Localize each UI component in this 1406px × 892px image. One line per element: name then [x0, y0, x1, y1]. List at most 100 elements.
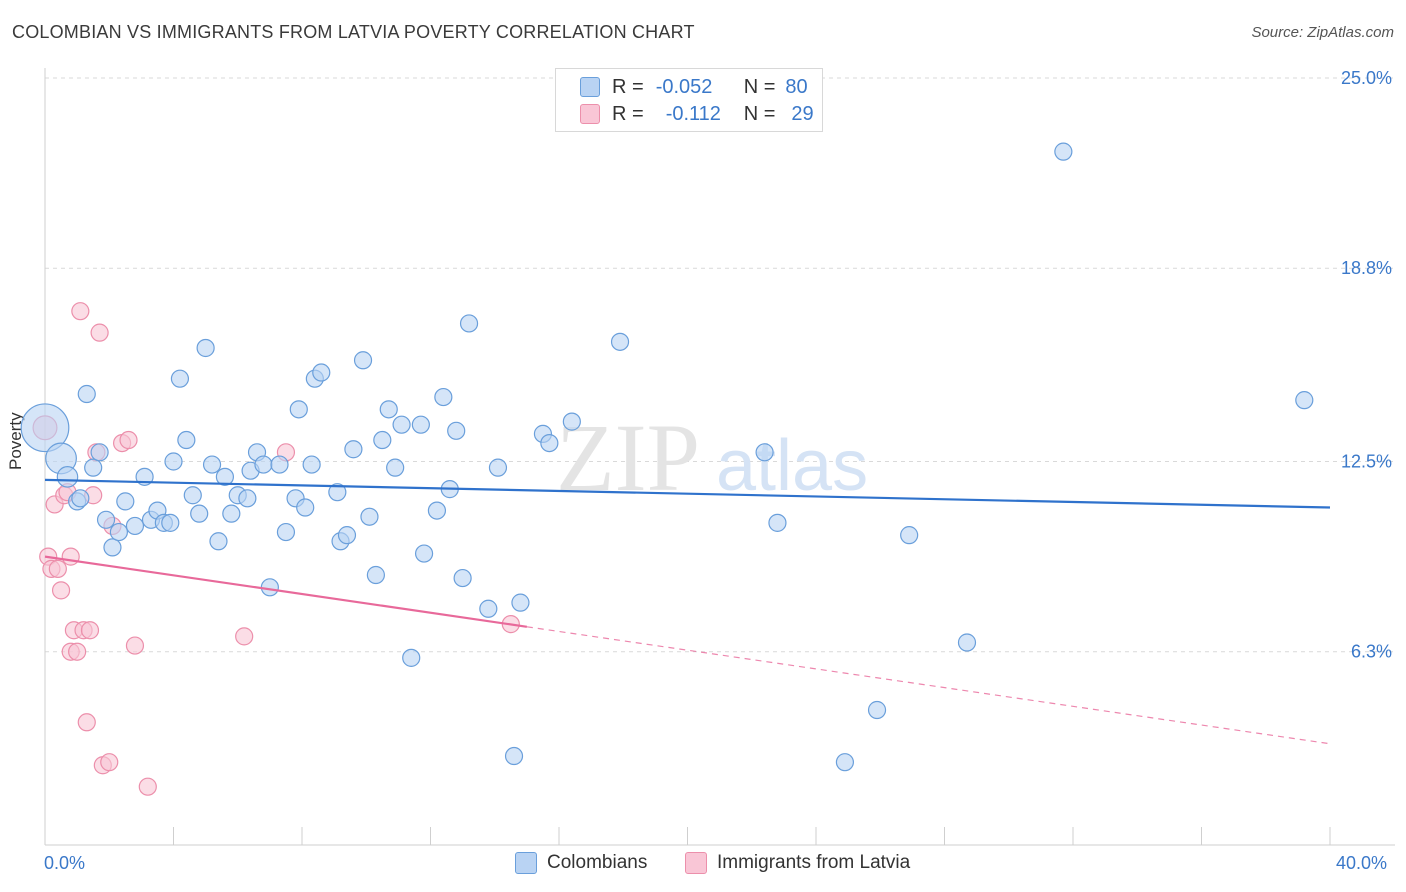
- colombian-point: [511, 593, 530, 612]
- y-tick-label: 25.0%: [1341, 68, 1392, 88]
- latvia-point: [71, 302, 90, 321]
- n-label: N =: [743, 102, 776, 125]
- y-tick-label: 6.3%: [1351, 642, 1392, 662]
- blue-swatch: [580, 77, 600, 97]
- colombian-point: [238, 489, 257, 508]
- colombian-point: [296, 498, 315, 517]
- colombian-point: [116, 492, 135, 511]
- colombian-point: [260, 578, 279, 597]
- colombian-point: [161, 513, 180, 532]
- latvia-point: [125, 636, 145, 655]
- colombian-point: [196, 338, 215, 358]
- pink-swatch: [685, 852, 707, 874]
- r-label: R =: [612, 75, 644, 98]
- colombian-point: [402, 648, 421, 667]
- colombian-point: [479, 599, 498, 618]
- colombian-point: [447, 421, 466, 440]
- colombian-point: [414, 544, 434, 563]
- watermark-atlas: atlas: [716, 426, 868, 506]
- colombian-point: [289, 400, 308, 419]
- colombian-point: [610, 332, 630, 351]
- colombian-point: [84, 458, 103, 477]
- colombian-point: [504, 746, 524, 766]
- colombian-point: [344, 440, 363, 459]
- series-legend: Colombians Immigrants from Latvia: [0, 850, 1406, 880]
- legend-row-latvia: R = -0.112 N = 29: [580, 101, 814, 127]
- colombian-point: [254, 455, 273, 474]
- latvia-point: [68, 642, 87, 661]
- colombian-point: [900, 526, 919, 545]
- pink-swatch: [580, 104, 600, 124]
- y-tick-label: 12.5%: [1341, 452, 1392, 472]
- colombian-point: [90, 443, 109, 462]
- r-value: -0.052: [655, 75, 713, 98]
- colombian-point: [302, 455, 321, 474]
- correlation-legend: R = -0.052 N = 80 R = -0.112 N = 29: [555, 68, 823, 132]
- legend-label: Immigrants from Latvia: [717, 852, 911, 873]
- colombian-point: [353, 351, 373, 370]
- colombian-point: [453, 568, 472, 588]
- colombian-point: [222, 504, 241, 523]
- colombian-point: [386, 458, 405, 477]
- colombian-trend: [44, 478, 1331, 509]
- colombian-point: [183, 486, 202, 505]
- n-value: 29: [791, 102, 814, 125]
- colombian-point: [56, 466, 79, 488]
- colombian-point: [540, 433, 559, 453]
- y-tick-label: 18.8%: [1341, 258, 1392, 278]
- colombian-point: [392, 415, 411, 434]
- colombian-point: [202, 455, 222, 474]
- n-value: 80: [785, 75, 808, 98]
- latvia-point: [61, 547, 80, 566]
- colombian-point: [768, 513, 787, 532]
- colombian-point: [1054, 142, 1073, 161]
- colombian-point: [459, 314, 479, 333]
- latvia-point: [119, 430, 138, 450]
- latvia-point: [100, 753, 119, 772]
- colombian-point: [170, 369, 190, 388]
- colombian-point: [755, 443, 774, 462]
- chart-title: COLOMBIAN VS IMMIGRANTS FROM LATVIA POVE…: [12, 22, 695, 42]
- legend-item-colombians[interactable]: Colombians: [515, 852, 647, 874]
- latvia-point: [77, 713, 96, 732]
- colombian-point: [411, 415, 430, 434]
- blue-swatch: [515, 852, 537, 874]
- latvia-point: [90, 323, 109, 342]
- colombian-point: [276, 522, 296, 542]
- colombian-point: [957, 633, 977, 652]
- colombian-point: [215, 467, 234, 486]
- n-label: N =: [743, 75, 776, 98]
- colombian-point: [125, 516, 145, 536]
- latvia-point: [48, 559, 67, 578]
- colombian-point: [1295, 391, 1314, 410]
- colombian-point: [867, 700, 887, 720]
- grid-lines: [45, 77, 1395, 653]
- colombian-point: [328, 483, 347, 502]
- colombian-point: [103, 538, 122, 557]
- colombian-point: [77, 384, 96, 404]
- colombian-point: [71, 489, 90, 508]
- x-tick-min: 0.0%: [44, 853, 86, 873]
- legend-row-colombians: R = -0.052 N = 80: [580, 74, 808, 100]
- colombian-point: [434, 387, 453, 407]
- legend-item-latvia[interactable]: Immigrants from Latvia: [685, 852, 910, 874]
- colombian-point: [373, 430, 392, 450]
- colombian-point: [270, 455, 289, 474]
- colombian-point: [488, 458, 508, 477]
- colombian-point: [427, 501, 447, 520]
- colombian-point: [337, 526, 357, 545]
- colombian-point: [109, 522, 128, 542]
- colombian-point: [20, 403, 70, 453]
- source-credit: Source: ZipAtlas.com: [1251, 24, 1394, 41]
- y-tick-labels: 6.3% 12.5% 18.8% 25.0%: [1341, 68, 1392, 662]
- colombian-point: [96, 510, 116, 529]
- trend-lines: [44, 478, 1331, 745]
- colombian-point: [190, 504, 209, 523]
- colombian-points: [20, 142, 1314, 772]
- colombian-point: [835, 753, 855, 772]
- latvia-point: [51, 581, 71, 600]
- colombian-point: [366, 565, 385, 585]
- colombian-point: [562, 412, 581, 431]
- colombian-point: [312, 363, 331, 382]
